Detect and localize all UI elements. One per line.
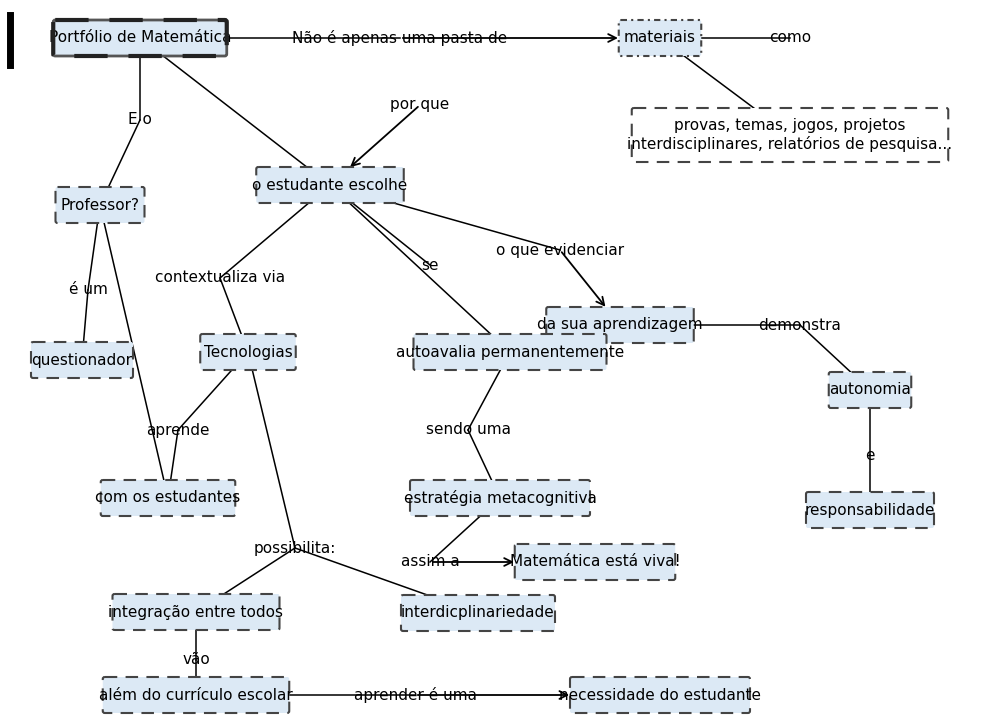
FancyBboxPatch shape [101,480,235,516]
Text: autoavalia permanentemente: autoavalia permanentemente [395,345,623,360]
Text: é um: é um [68,282,107,297]
FancyBboxPatch shape [400,595,554,631]
Text: aprender é uma: aprender é uma [353,687,476,703]
FancyBboxPatch shape [112,594,279,630]
Text: da sua aprendizagem: da sua aprendizagem [536,317,702,332]
FancyBboxPatch shape [256,167,403,203]
Text: o que evidenciar: o que evidenciar [495,243,623,258]
Text: Não é apenas uma pasta de: Não é apenas uma pasta de [292,30,507,46]
Text: se: se [421,258,439,273]
FancyBboxPatch shape [618,20,700,56]
Text: e: e [865,447,874,462]
Text: Professor?: Professor? [60,197,139,213]
Text: demonstra: demonstra [758,317,841,332]
FancyBboxPatch shape [53,20,227,56]
FancyBboxPatch shape [545,307,693,343]
Text: integração entre todos: integração entre todos [108,605,283,620]
Text: por que: por que [390,98,450,113]
FancyBboxPatch shape [103,677,289,713]
Text: estratégia metacognitiva: estratégia metacognitiva [403,490,596,506]
Text: provas, temas, jogos, projetos
interdisciplinares, relatórios de pesquisa...: provas, temas, jogos, projetos interdisc… [627,118,951,151]
FancyBboxPatch shape [828,372,910,408]
Text: responsabilidade: responsabilidade [804,503,935,518]
Text: além do currículo escolar: além do currículo escolar [99,688,293,702]
Text: contextualiza via: contextualiza via [155,271,285,286]
Text: questionador: questionador [32,353,132,368]
FancyBboxPatch shape [200,334,296,370]
Text: com os estudantes: com os estudantes [96,490,241,505]
Text: o estudante escolhe: o estudante escolhe [252,177,407,192]
Text: necessidade do estudante: necessidade do estudante [558,688,760,702]
Text: Tecnologias: Tecnologias [203,345,292,360]
Text: possibilita:: possibilita: [253,541,336,556]
Text: Matemática está viva!: Matemática está viva! [509,554,679,569]
FancyBboxPatch shape [806,492,933,528]
Text: materiais: materiais [623,30,695,45]
FancyBboxPatch shape [631,108,948,162]
Text: E o: E o [128,113,152,128]
Text: como: como [768,30,810,45]
FancyBboxPatch shape [31,342,133,378]
Text: Portfólio de Matemática: Portfólio de Matemática [48,30,231,45]
FancyBboxPatch shape [409,480,590,516]
FancyBboxPatch shape [55,187,144,223]
Text: autonomia: autonomia [828,383,910,398]
FancyBboxPatch shape [413,334,605,370]
FancyBboxPatch shape [515,544,674,580]
Text: aprende: aprende [146,422,210,437]
Text: vão: vão [182,653,210,668]
Text: sendo uma: sendo uma [425,422,510,437]
Text: interdicplinariedade: interdicplinariedade [400,605,554,620]
Text: assim a: assim a [400,554,458,569]
FancyBboxPatch shape [570,677,749,713]
